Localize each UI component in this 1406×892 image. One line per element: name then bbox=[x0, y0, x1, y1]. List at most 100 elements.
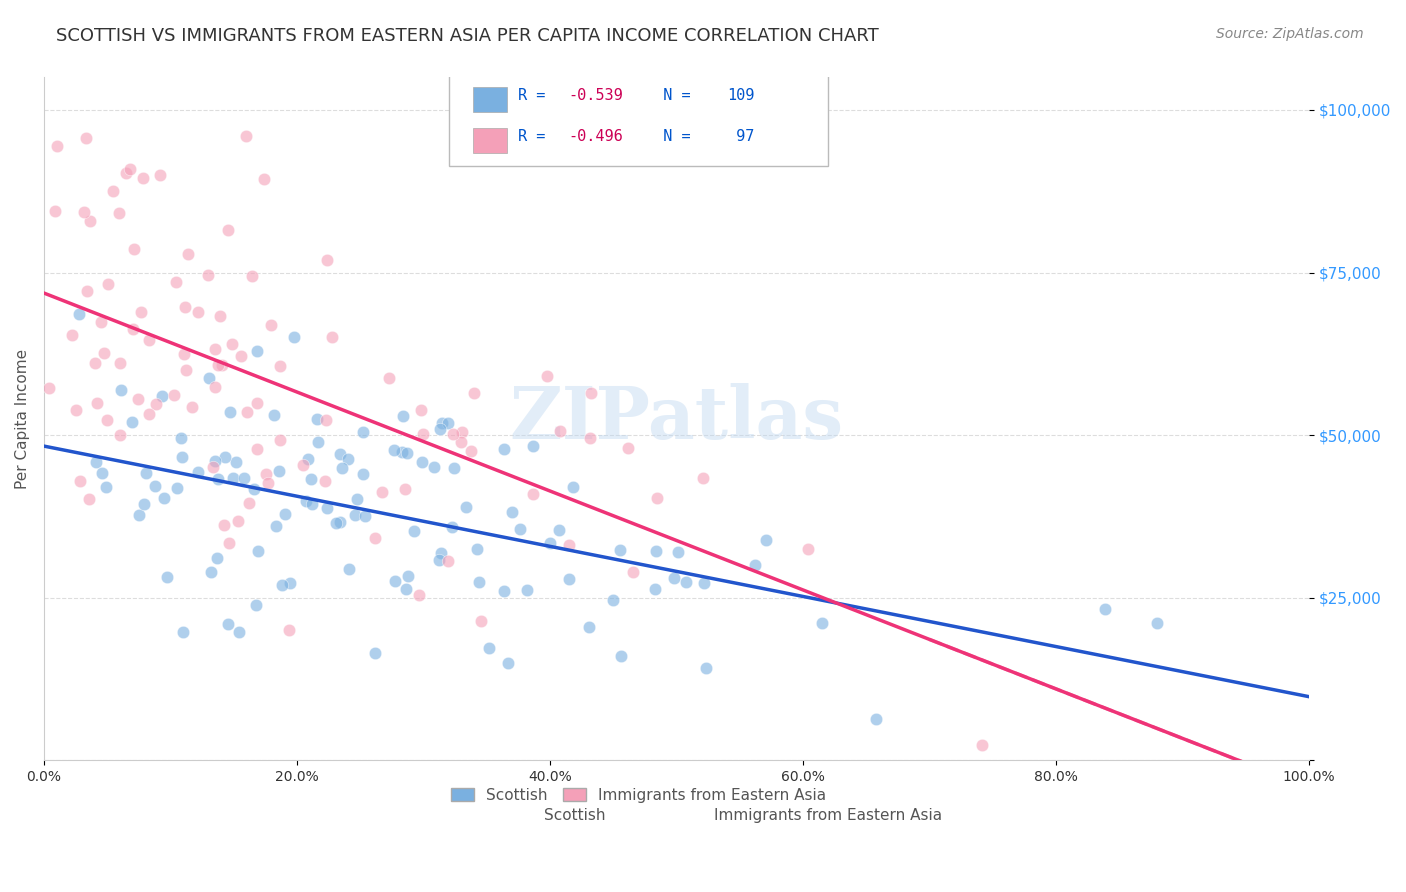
FancyBboxPatch shape bbox=[472, 87, 508, 112]
Immigrants from Eastern Asia bbox=[235, 129, 257, 144]
Scottish bbox=[170, 450, 193, 464]
Immigrants from Eastern Asia bbox=[221, 337, 243, 351]
Immigrants from Eastern Asia bbox=[451, 425, 474, 440]
Immigrants from Eastern Asia bbox=[173, 300, 195, 314]
Text: Immigrants from Eastern Asia: Immigrants from Eastern Asia bbox=[714, 808, 942, 823]
Immigrants from Eastern Asia bbox=[181, 401, 204, 415]
Immigrants from Eastern Asia bbox=[212, 517, 235, 532]
Immigrants from Eastern Asia bbox=[254, 467, 277, 481]
Scottish bbox=[538, 535, 561, 549]
Immigrants from Eastern Asia bbox=[394, 482, 416, 496]
Immigrants from Eastern Asia bbox=[86, 396, 108, 410]
Immigrants from Eastern Asia bbox=[197, 268, 219, 282]
Scottish bbox=[247, 544, 270, 558]
Scottish bbox=[443, 461, 465, 475]
Scottish bbox=[516, 583, 538, 598]
Scottish bbox=[645, 544, 668, 558]
Immigrants from Eastern Asia bbox=[236, 404, 259, 418]
Scottish bbox=[501, 505, 523, 519]
Scottish bbox=[172, 624, 194, 639]
Immigrants from Eastern Asia bbox=[69, 474, 91, 488]
Scottish bbox=[295, 494, 318, 508]
Scottish bbox=[150, 389, 173, 403]
Immigrants from Eastern Asia bbox=[238, 496, 260, 510]
Text: 97: 97 bbox=[727, 128, 755, 144]
Text: 109: 109 bbox=[727, 87, 755, 103]
Scottish bbox=[315, 500, 337, 515]
Immigrants from Eastern Asia bbox=[122, 243, 145, 257]
Scottish bbox=[494, 584, 516, 599]
Scottish bbox=[325, 516, 347, 530]
Scottish bbox=[547, 523, 569, 537]
Text: SCOTTISH VS IMMIGRANTS FROM EASTERN ASIA PER CAPITA INCOME CORRELATION CHART: SCOTTISH VS IMMIGRANTS FROM EASTERN ASIA… bbox=[56, 27, 879, 45]
Scottish bbox=[454, 500, 477, 515]
Immigrants from Eastern Asia bbox=[692, 471, 714, 485]
Immigrants from Eastern Asia bbox=[208, 309, 231, 323]
Scottish bbox=[494, 442, 516, 457]
Scottish bbox=[207, 472, 229, 486]
Text: N =: N = bbox=[645, 87, 700, 103]
Text: R =: R = bbox=[519, 128, 555, 144]
Scottish bbox=[242, 482, 264, 496]
Immigrants from Eastern Asia bbox=[96, 413, 118, 427]
Scottish bbox=[166, 481, 188, 495]
Immigrants from Eastern Asia bbox=[579, 431, 602, 445]
Scottish bbox=[602, 593, 624, 607]
Scottish bbox=[440, 519, 463, 533]
Scottish bbox=[219, 405, 242, 419]
Immigrants from Eastern Asia bbox=[149, 168, 172, 182]
Immigrants from Eastern Asia bbox=[90, 315, 112, 329]
Scottish bbox=[307, 435, 329, 450]
Immigrants from Eastern Asia bbox=[316, 252, 339, 267]
Text: ZIPatlas: ZIPatlas bbox=[509, 384, 844, 454]
Scottish bbox=[332, 461, 354, 475]
Immigrants from Eastern Asia bbox=[73, 205, 96, 219]
Scottish bbox=[170, 431, 193, 445]
Scottish bbox=[558, 572, 581, 586]
Immigrants from Eastern Asia bbox=[441, 426, 464, 441]
Legend: Scottish, Immigrants from Eastern Asia: Scottish, Immigrants from Eastern Asia bbox=[446, 783, 831, 807]
Scottish bbox=[263, 409, 285, 423]
Scottish bbox=[430, 416, 453, 430]
Scottish bbox=[578, 620, 600, 634]
Scottish bbox=[468, 575, 491, 590]
Immigrants from Eastern Asia bbox=[76, 285, 98, 299]
Immigrants from Eastern Asia bbox=[145, 397, 167, 411]
Scottish bbox=[402, 524, 425, 538]
Immigrants from Eastern Asia bbox=[226, 514, 249, 528]
Scottish bbox=[561, 480, 583, 494]
Scottish bbox=[1146, 615, 1168, 630]
Immigrants from Eastern Asia bbox=[970, 738, 993, 752]
Scottish bbox=[225, 455, 247, 469]
Immigrants from Eastern Asia bbox=[218, 535, 240, 549]
Immigrants from Eastern Asia bbox=[204, 380, 226, 394]
Scottish bbox=[755, 533, 778, 547]
Immigrants from Eastern Asia bbox=[127, 392, 149, 406]
Immigrants from Eastern Asia bbox=[253, 172, 276, 186]
Scottish bbox=[662, 571, 685, 585]
Immigrants from Eastern Asia bbox=[138, 407, 160, 421]
Immigrants from Eastern Asia bbox=[118, 161, 141, 176]
Scottish bbox=[329, 447, 352, 461]
Immigrants from Eastern Asia bbox=[65, 402, 87, 417]
Scottish bbox=[346, 491, 368, 506]
Scottish bbox=[364, 646, 387, 660]
Immigrants from Eastern Asia bbox=[75, 131, 97, 145]
Scottish bbox=[522, 439, 544, 453]
Scottish bbox=[496, 657, 519, 671]
Immigrants from Eastern Asia bbox=[412, 427, 434, 442]
Text: Scottish: Scottish bbox=[544, 808, 606, 823]
Scottish bbox=[217, 617, 239, 632]
Scottish bbox=[132, 497, 155, 511]
Immigrants from Eastern Asia bbox=[77, 491, 100, 506]
Scottish bbox=[153, 491, 176, 505]
Scottish bbox=[228, 625, 250, 640]
Immigrants from Eastern Asia bbox=[163, 388, 186, 402]
Scottish bbox=[427, 553, 450, 567]
Y-axis label: Per Capita Income: Per Capita Income bbox=[15, 349, 30, 489]
Immigrants from Eastern Asia bbox=[38, 381, 60, 395]
Immigrants from Eastern Asia bbox=[370, 485, 392, 500]
Scottish bbox=[436, 417, 458, 431]
Immigrants from Eastern Asia bbox=[437, 554, 460, 568]
Immigrants from Eastern Asia bbox=[174, 362, 197, 376]
